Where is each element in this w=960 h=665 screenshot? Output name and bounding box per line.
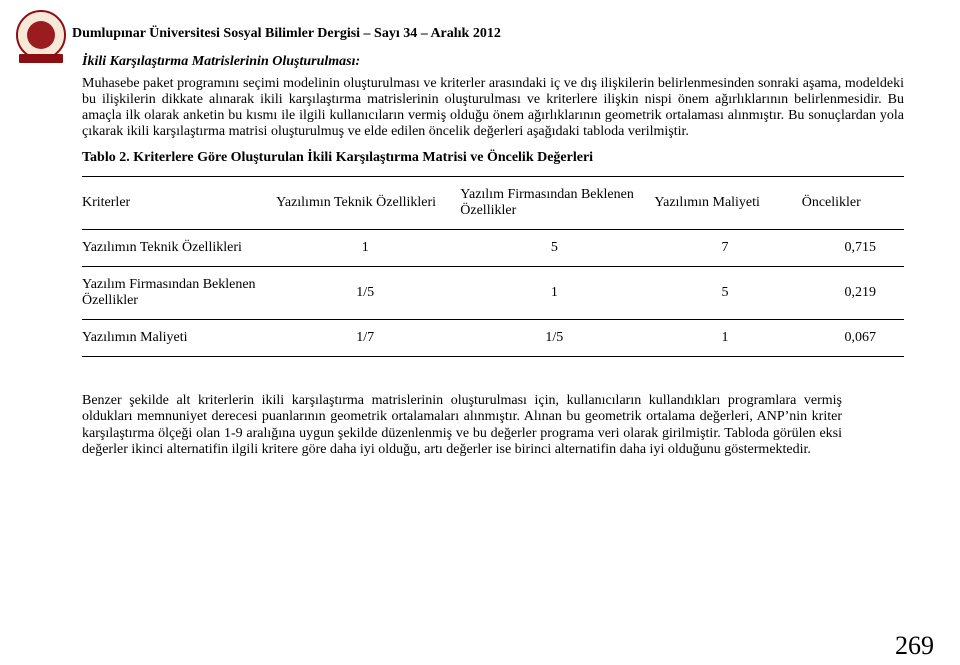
header-cell: Kriterler bbox=[82, 177, 276, 230]
cell: 1 bbox=[654, 320, 801, 357]
cell: 1/5 bbox=[276, 267, 460, 320]
cell: 1/7 bbox=[276, 320, 460, 357]
section-heading: İkili Karşılaştırma Matrislerinin Oluştu… bbox=[82, 54, 904, 70]
logo-ring bbox=[16, 10, 66, 60]
paragraph-1: Muhasebe paket programını seçimi modelin… bbox=[82, 76, 904, 140]
row-label: Yazılımın Teknik Özellikleri bbox=[82, 230, 276, 267]
table-caption-rest: Kriterlere Göre Oluşturulan İkili Karşıl… bbox=[130, 150, 593, 165]
cell: 7 bbox=[654, 230, 801, 267]
cell: 1 bbox=[460, 267, 654, 320]
spacer bbox=[82, 375, 904, 393]
header-cell: Yazılım Firmasından Beklenen Özellikler bbox=[460, 177, 654, 230]
journal-title-line: Dumlupınar Üniversitesi Sosyal Bilimler … bbox=[72, 26, 904, 42]
comparison-matrix-table: Kriterler Yazılımın Teknik Özellikleri Y… bbox=[82, 176, 904, 357]
cell: 5 bbox=[460, 230, 654, 267]
cell: 1 bbox=[276, 230, 460, 267]
page-root: Dumlupınar Üniversitesi Sosyal Bilimler … bbox=[0, 0, 960, 665]
row-label: Yazılımın Maliyeti bbox=[82, 320, 276, 357]
table-caption-prefix: Tablo 2. bbox=[82, 150, 130, 165]
logo-inner bbox=[27, 21, 55, 49]
cell: 0,219 bbox=[802, 267, 904, 320]
cell: 5 bbox=[654, 267, 801, 320]
table-row: Yazılımın Teknik Özellikleri 1 5 7 0,715 bbox=[82, 230, 904, 267]
cell: 1/5 bbox=[460, 320, 654, 357]
journal-logo bbox=[16, 10, 66, 60]
paragraph-2-wrap: Benzer şekilde alt kriterlerin ikili kar… bbox=[82, 393, 842, 457]
page-number: 269 bbox=[895, 631, 934, 661]
paragraph-2: Benzer şekilde alt kriterlerin ikili kar… bbox=[82, 393, 842, 457]
table-header-row: Kriterler Yazılımın Teknik Özellikleri Y… bbox=[82, 177, 904, 230]
header-cell: Yazılımın Maliyeti bbox=[654, 177, 801, 230]
cell: 0,715 bbox=[802, 230, 904, 267]
table-row: Yazılım Firmasından Beklenen Özellikler … bbox=[82, 267, 904, 320]
row-label: Yazılım Firmasından Beklenen Özellikler bbox=[82, 267, 276, 320]
header-cell: Yazılımın Teknik Özellikleri bbox=[276, 177, 460, 230]
header-cell: Öncelikler bbox=[802, 177, 904, 230]
cell: 0,067 bbox=[802, 320, 904, 357]
table-caption: Tablo 2. Kriterlere Göre Oluşturulan İki… bbox=[82, 150, 904, 166]
logo-band bbox=[19, 54, 63, 63]
table-row: Yazılımın Maliyeti 1/7 1/5 1 0,067 bbox=[82, 320, 904, 357]
